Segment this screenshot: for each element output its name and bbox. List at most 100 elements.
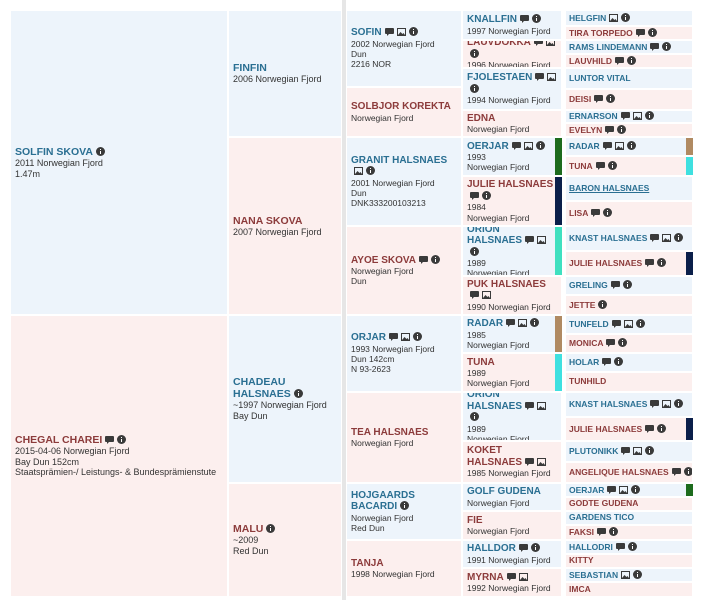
horse-name[interactable]: Kitty bbox=[569, 555, 594, 566]
photo-icon[interactable] bbox=[351, 166, 363, 177]
comment-icon[interactable] bbox=[647, 399, 660, 409]
comment-icon[interactable] bbox=[642, 424, 655, 434]
comment-icon[interactable] bbox=[509, 141, 521, 152]
info-icon[interactable] bbox=[671, 233, 684, 243]
info-icon[interactable] bbox=[428, 254, 441, 266]
comment-icon[interactable] bbox=[522, 401, 535, 412]
comment-icon[interactable] bbox=[467, 191, 479, 202]
horse-name[interactable]: Knast Halsnaes bbox=[569, 233, 648, 244]
horse-name[interactable]: Deisi bbox=[569, 94, 592, 105]
info-icon[interactable] bbox=[600, 208, 613, 218]
horse-name[interactable]: Chegal Charei bbox=[15, 433, 103, 446]
comment-icon[interactable] bbox=[618, 111, 630, 121]
info-icon[interactable] bbox=[114, 434, 127, 446]
photo-icon[interactable] bbox=[534, 401, 547, 412]
comment-icon[interactable] bbox=[603, 338, 616, 348]
horse-name[interactable]: Greling bbox=[569, 280, 608, 291]
info-icon[interactable] bbox=[527, 318, 540, 329]
comment-icon[interactable] bbox=[612, 56, 624, 66]
info-icon[interactable] bbox=[615, 338, 628, 348]
info-icon[interactable] bbox=[606, 527, 619, 537]
comment-icon[interactable] bbox=[609, 319, 621, 329]
comment-icon[interactable] bbox=[531, 41, 543, 48]
horse-name[interactable]: Julie Halsnaes bbox=[569, 423, 643, 434]
comment-icon[interactable] bbox=[382, 27, 394, 38]
comment-icon[interactable] bbox=[600, 141, 612, 151]
photo-icon[interactable] bbox=[630, 111, 642, 121]
info-icon[interactable] bbox=[625, 541, 637, 552]
info-icon[interactable] bbox=[410, 332, 423, 343]
info-icon[interactable] bbox=[467, 48, 479, 60]
comment-icon[interactable] bbox=[102, 434, 115, 446]
horse-name[interactable]: Hallodri bbox=[569, 541, 613, 552]
info-icon[interactable] bbox=[681, 467, 692, 477]
horse-name[interactable]: Granit Halsnaes bbox=[351, 154, 448, 166]
photo-icon[interactable] bbox=[515, 318, 528, 329]
horse-name[interactable]: Fjolestaen bbox=[467, 72, 533, 84]
horse-name[interactable]: Plutonikk bbox=[569, 446, 619, 457]
horse-name[interactable]: Edna bbox=[467, 112, 496, 124]
info-icon[interactable] bbox=[624, 141, 636, 151]
horse-name[interactable]: Radar bbox=[467, 318, 504, 330]
info-icon[interactable] bbox=[529, 14, 541, 25]
horse-name[interactable]: Evelyn bbox=[569, 124, 603, 135]
horse-name[interactable]: Ernarson bbox=[569, 111, 618, 122]
horse-name[interactable]: Lisa bbox=[569, 208, 589, 219]
horse-name[interactable]: Helgfin bbox=[569, 12, 607, 23]
horse-name[interactable]: Nana Skova bbox=[233, 214, 303, 227]
info-icon[interactable] bbox=[479, 190, 491, 202]
horse-name[interactable]: Tea Halsnaes bbox=[351, 426, 429, 438]
info-icon[interactable] bbox=[642, 111, 654, 121]
info-icon[interactable] bbox=[363, 166, 375, 177]
info-icon[interactable] bbox=[533, 140, 545, 152]
horse-name[interactable]: Lauvdokka bbox=[467, 40, 531, 49]
horse-name[interactable]: Monica bbox=[569, 338, 604, 349]
comment-icon[interactable] bbox=[591, 94, 604, 104]
info-icon[interactable] bbox=[397, 501, 410, 512]
info-icon[interactable] bbox=[671, 399, 684, 409]
horse-name[interactable]: Oerjar bbox=[467, 140, 509, 152]
info-icon[interactable] bbox=[528, 543, 540, 554]
info-icon[interactable] bbox=[93, 146, 105, 158]
photo-icon[interactable] bbox=[630, 446, 643, 456]
info-icon[interactable] bbox=[633, 319, 645, 329]
comment-icon[interactable] bbox=[386, 332, 399, 343]
horse-name[interactable]: Finfin bbox=[233, 62, 267, 75]
comment-icon[interactable] bbox=[588, 208, 601, 218]
comment-icon[interactable] bbox=[467, 290, 479, 301]
photo-icon[interactable] bbox=[479, 290, 491, 301]
info-icon[interactable] bbox=[605, 160, 617, 171]
comment-icon[interactable] bbox=[522, 457, 535, 468]
horse-name[interactable]: Halldor bbox=[467, 543, 516, 555]
info-icon[interactable] bbox=[614, 124, 627, 135]
horse-name[interactable]: Oerjar bbox=[569, 484, 605, 495]
comment-icon[interactable] bbox=[504, 572, 516, 583]
horse-name[interactable]: Tuna bbox=[467, 356, 495, 368]
info-icon[interactable] bbox=[618, 12, 631, 23]
info-icon[interactable] bbox=[654, 258, 667, 268]
info-icon[interactable] bbox=[624, 55, 636, 66]
photo-icon[interactable] bbox=[659, 399, 672, 409]
photo-icon[interactable] bbox=[534, 235, 547, 246]
comment-icon[interactable] bbox=[633, 28, 645, 38]
comment-icon[interactable] bbox=[594, 527, 607, 537]
horse-name[interactable]: Holar bbox=[569, 357, 600, 368]
horse-name[interactable]: Chadeau Halsnaes bbox=[233, 376, 291, 401]
info-icon[interactable] bbox=[603, 94, 616, 104]
horse-name[interactable]: Julie Halsnaes bbox=[467, 179, 554, 191]
horse-name[interactable]: Knast Halsnaes bbox=[569, 399, 648, 410]
info-icon[interactable] bbox=[291, 388, 303, 400]
info-icon[interactable] bbox=[406, 27, 418, 38]
horse-name[interactable]: Tanja bbox=[351, 557, 384, 569]
photo-icon[interactable] bbox=[521, 141, 533, 152]
horse-name[interactable]: Orion Halsnaes bbox=[467, 226, 523, 247]
horse-name[interactable]: Koket Halsnaes bbox=[467, 445, 523, 468]
comment-icon[interactable] bbox=[599, 357, 612, 367]
photo-icon[interactable] bbox=[516, 572, 528, 583]
comment-icon[interactable] bbox=[647, 42, 660, 52]
comment-icon[interactable] bbox=[416, 255, 429, 266]
horse-name[interactable]: Solbjor Korekta bbox=[351, 101, 451, 113]
photo-icon[interactable] bbox=[398, 332, 411, 343]
horse-name[interactable]: Imca bbox=[569, 583, 591, 594]
comment-icon[interactable] bbox=[522, 235, 535, 246]
